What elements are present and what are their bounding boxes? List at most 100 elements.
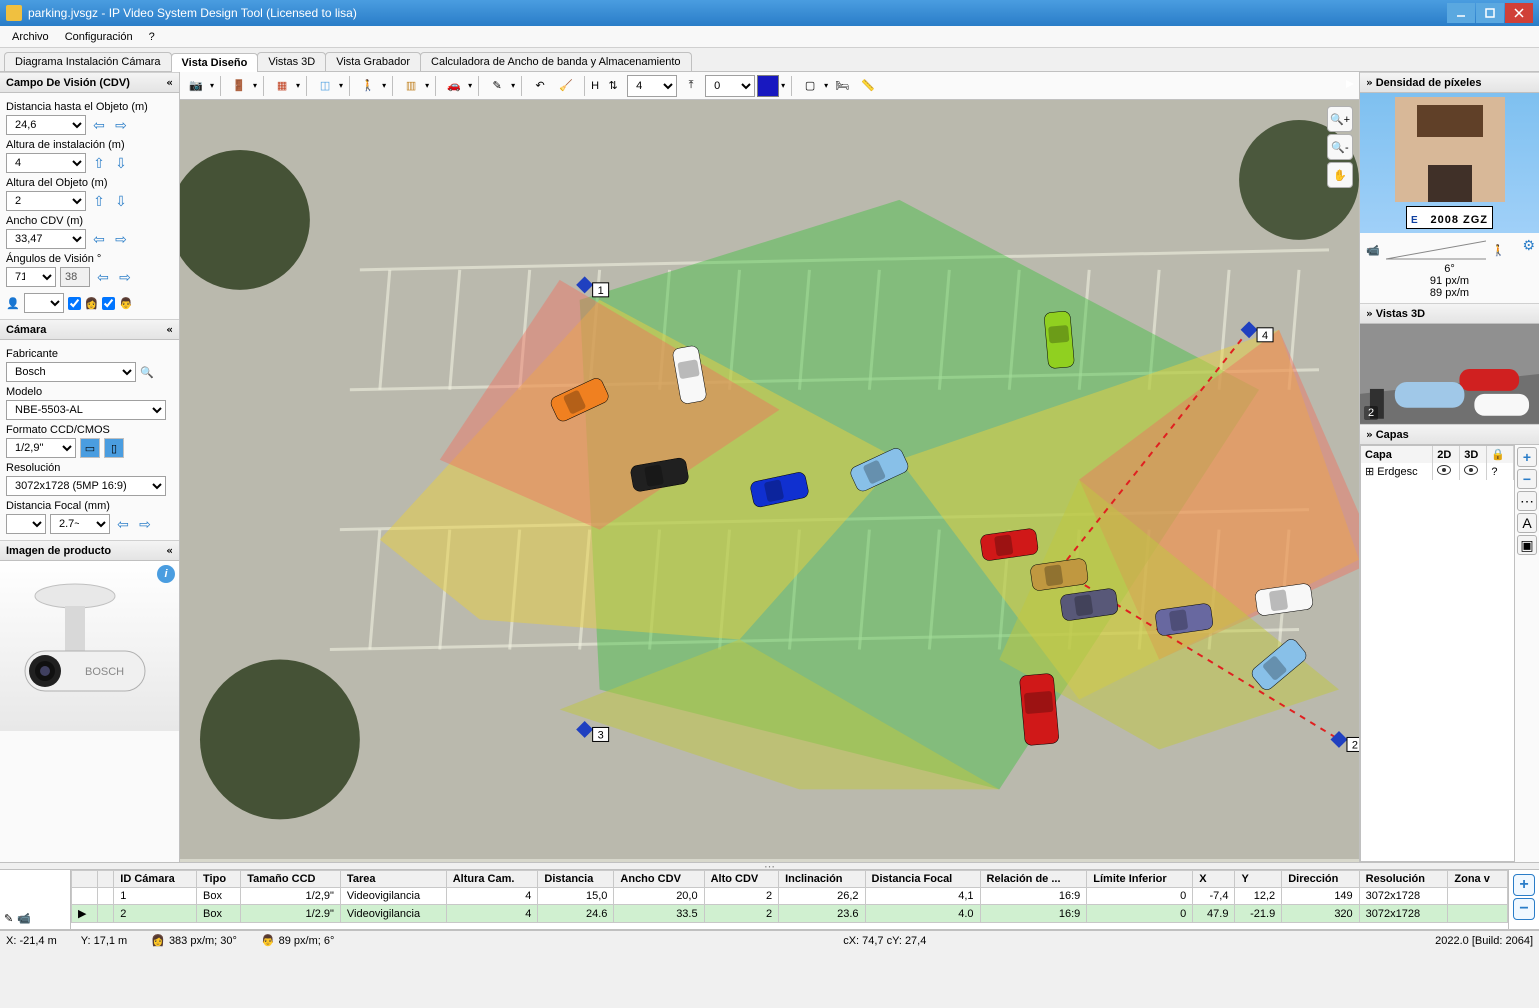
res-select[interactable]: 3072x1728 (5MP 16:9) — [6, 476, 166, 496]
lock-icon[interactable]: ? — [1491, 466, 1497, 478]
tool-camera-icon[interactable]: 📷 — [184, 74, 208, 98]
menu-help[interactable]: ? — [141, 29, 163, 45]
tool-broom-icon[interactable]: 🧹 — [554, 74, 578, 98]
layers-list[interactable]: Capa2D3D🔒 ⊞ Erdgesc ? — [1360, 445, 1515, 862]
ang-v-input — [60, 267, 90, 287]
layers-header[interactable]: » Capas — [1360, 424, 1539, 445]
table-row[interactable]: 1Box1/2,9"Videovigilancia415,020,0226,24… — [72, 888, 1508, 905]
h-updown-icon[interactable]: ⇅ — [601, 74, 625, 98]
dist-right-icon[interactable]: ⇨ — [112, 116, 130, 134]
hobj-select[interactable]: 2 — [6, 191, 86, 211]
ccd-select[interactable]: 1/2,9" — [6, 438, 76, 458]
ang-right-icon[interactable]: ⇨ — [116, 268, 134, 286]
search-icon[interactable]: 🔍 — [140, 366, 154, 379]
pan-button[interactable]: ✋ — [1327, 162, 1353, 188]
tool-pen-icon[interactable]: ✎ — [485, 74, 509, 98]
l-select[interactable]: 0 — [705, 75, 755, 97]
zoom-out-button[interactable]: 🔍- — [1327, 134, 1353, 160]
gear-icon[interactable]: ⚙ — [1522, 237, 1535, 254]
status-build: 2022.0 [Build: 2064] — [1435, 935, 1533, 947]
hinst-down-icon[interactable]: ⇩ — [112, 154, 130, 172]
check-man[interactable] — [102, 297, 115, 310]
fl-label: Distancia Focal (mm) — [6, 500, 173, 512]
design-canvas[interactable]: 1234 🔍+ 🔍- ✋ — [180, 100, 1359, 862]
collapse-icon: « — [166, 323, 173, 336]
pen-tool-icon[interactable]: ✎ — [4, 912, 13, 925]
fl-b-select[interactable]: 2.7~12 — [50, 514, 110, 534]
eye-icon[interactable] — [1464, 465, 1478, 475]
menu-archivo[interactable]: Archivo — [4, 29, 57, 45]
dist-select[interactable]: 24,6 — [6, 115, 86, 135]
close-button[interactable] — [1505, 3, 1533, 23]
tool-door-icon[interactable]: 🚪 — [227, 74, 251, 98]
tab-vista-grabador[interactable]: Vista Grabador — [325, 52, 421, 71]
minimize-button[interactable] — [1447, 3, 1475, 23]
hobj-down-icon[interactable]: ⇩ — [112, 192, 130, 210]
w-right-icon[interactable]: ⇨ — [112, 230, 130, 248]
tool-car-icon[interactable]: 🚗 — [442, 74, 466, 98]
eye-icon[interactable] — [1437, 465, 1451, 475]
fl-a-select[interactable]: 4 — [6, 514, 46, 534]
layer-remove-button[interactable]: − — [1517, 469, 1537, 489]
info-icon[interactable]: i — [157, 565, 175, 583]
tab-vista-diseno[interactable]: Vista Diseño — [171, 53, 259, 72]
l-updown-icon[interactable]: ⤒ — [679, 74, 703, 98]
zero-select[interactable]: 0 — [24, 293, 64, 313]
table-row[interactable]: ▶2Box1/2.9"Videovigilancia424.633.5223.6… — [72, 905, 1508, 923]
menu-bar: Archivo Configuración ? — [0, 26, 1539, 48]
layer-more-button[interactable]: ⋯ — [1517, 491, 1537, 511]
tab-calculadora[interactable]: Calculadora de Ancho de banda y Almacena… — [420, 52, 692, 71]
h-splitter[interactable]: ⋯ — [0, 862, 1539, 870]
layer-bounds-button[interactable]: ▣ — [1517, 535, 1537, 555]
grid-remove-button[interactable]: − — [1513, 898, 1535, 920]
color-picker[interactable] — [757, 75, 779, 97]
grid-add-button[interactable]: + — [1513, 874, 1535, 896]
tool-bed-icon[interactable]: 🛏 — [830, 74, 854, 98]
prodimg-header[interactable]: Imagen de producto« — [0, 540, 179, 561]
hinst-up-icon[interactable]: ⇧ — [90, 154, 108, 172]
tool-blank-icon[interactable]: ▢ — [798, 74, 822, 98]
expand-icon[interactable]: ⊞ — [1365, 466, 1374, 478]
youtube-button[interactable] — [1343, 79, 1355, 92]
tab-diagrama[interactable]: Diagrama Instalación Cámara — [4, 52, 172, 71]
svg-text:BOSCH: BOSCH — [85, 666, 124, 678]
h-select[interactable]: 4 — [627, 75, 677, 97]
orient-h-icon[interactable]: ▭ — [80, 438, 100, 458]
tab-vistas-3d[interactable]: Vistas 3D — [257, 52, 326, 71]
zoom-in-button[interactable]: 🔍+ — [1327, 106, 1353, 132]
tool-undo-icon[interactable]: ↶ — [528, 74, 552, 98]
vistas3d-preview[interactable]: 2 — [1360, 324, 1539, 424]
menu-configuracion[interactable]: Configuración — [57, 29, 141, 45]
w-left-icon[interactable]: ⇦ — [90, 230, 108, 248]
model-select[interactable]: NBE-5503-AL — [6, 400, 166, 420]
layer-text-button[interactable]: A — [1517, 513, 1537, 533]
px2-text: 89 px/m — [1430, 287, 1469, 299]
tool-person-icon[interactable]: 🚶 — [356, 74, 380, 98]
ang-h-select[interactable]: 71,3 — [6, 267, 56, 287]
camera-tool-icon[interactable]: 📹 — [17, 912, 31, 925]
fl-right-icon[interactable]: ⇨ — [136, 515, 154, 533]
camera-header[interactable]: Cámara« — [0, 319, 179, 340]
dist-left-icon[interactable]: ⇦ — [90, 116, 108, 134]
tool-wall-icon[interactable]: ▦ — [270, 74, 294, 98]
w-select[interactable]: 33,47 — [6, 229, 86, 249]
orient-v-icon[interactable]: ▯ — [104, 438, 124, 458]
product-image: i BOSCH — [0, 561, 179, 731]
mfr-select[interactable]: Bosch — [6, 362, 136, 382]
layer-row[interactable]: ⊞ Erdgesc ? — [1361, 463, 1514, 480]
fov-header[interactable]: Campo De Visión (CDV)« — [0, 72, 179, 93]
maximize-button[interactable] — [1476, 3, 1504, 23]
ang-left-icon[interactable]: ⇦ — [94, 268, 112, 286]
pixdens-header[interactable]: » Densidad de píxeles — [1360, 72, 1539, 93]
fl-left-icon[interactable]: ⇦ — [114, 515, 132, 533]
tool-box-icon[interactable]: ◫ — [313, 74, 337, 98]
layer-add-button[interactable]: + — [1517, 447, 1537, 467]
svg-text:3: 3 — [598, 729, 604, 741]
hobj-up-icon[interactable]: ⇧ — [90, 192, 108, 210]
tool-tape-icon[interactable]: 📏 — [856, 74, 880, 98]
tool-fence-icon[interactable]: ▥ — [399, 74, 423, 98]
hinst-select[interactable]: 4 — [6, 153, 86, 173]
vistas3d-header[interactable]: » Vistas 3D — [1360, 303, 1539, 324]
check-woman[interactable] — [68, 297, 81, 310]
window-title: parking.jvsgz - IP Video System Design T… — [28, 6, 1446, 20]
